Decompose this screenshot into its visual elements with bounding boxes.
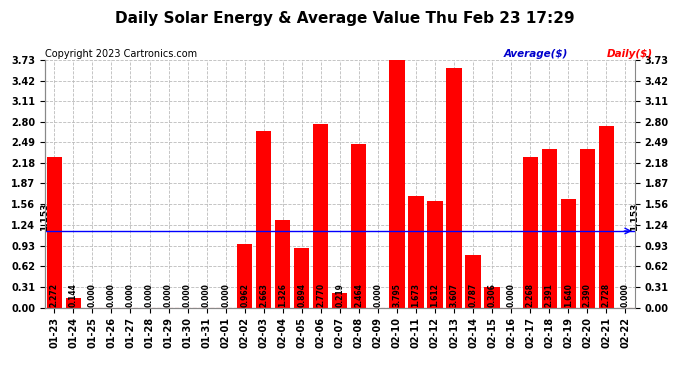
Bar (522, 157, 538, 308)
Text: 1.153: 1.153 (40, 202, 50, 231)
Bar (427, 201, 442, 308)
Text: 3.795: 3.795 (393, 283, 402, 307)
Text: 0.962: 0.962 (240, 283, 249, 307)
Bar (389, 56, 404, 308)
Text: Daily($): Daily($) (607, 49, 653, 59)
Text: 0.000: 0.000 (621, 283, 630, 307)
Text: 0.787: 0.787 (469, 283, 477, 307)
Text: 0.000: 0.000 (202, 283, 211, 307)
Text: 0.000: 0.000 (506, 283, 515, 307)
Bar (351, 144, 366, 308)
Text: 0.000: 0.000 (126, 283, 135, 307)
Text: 2.728: 2.728 (602, 283, 611, 307)
Text: 0.000: 0.000 (145, 283, 154, 307)
Text: 1.153: 1.153 (630, 202, 640, 231)
Bar (237, 244, 253, 308)
Text: 1.673: 1.673 (411, 283, 420, 307)
Text: 0.000: 0.000 (164, 283, 173, 307)
Bar (256, 131, 271, 308)
Text: 1.326: 1.326 (278, 283, 287, 307)
Bar (446, 68, 462, 308)
Bar (542, 149, 557, 308)
Bar (275, 219, 290, 308)
Text: 2.770: 2.770 (316, 283, 325, 307)
Text: 0.000: 0.000 (88, 283, 97, 307)
Text: 0.000: 0.000 (183, 283, 192, 307)
Text: 2.268: 2.268 (526, 283, 535, 307)
Text: 2.391: 2.391 (544, 283, 553, 307)
Text: 0.000: 0.000 (373, 283, 382, 307)
Text: Copyright 2023 Cartronics.com: Copyright 2023 Cartronics.com (45, 49, 197, 59)
Text: 0.894: 0.894 (297, 283, 306, 307)
Bar (484, 287, 500, 308)
Bar (66, 298, 81, 307)
Text: 0.000: 0.000 (107, 283, 116, 307)
Bar (560, 199, 575, 308)
Bar (313, 124, 328, 308)
Text: 2.272: 2.272 (50, 283, 59, 307)
Text: 0.306: 0.306 (488, 283, 497, 307)
Bar (294, 248, 309, 308)
Text: 2.663: 2.663 (259, 283, 268, 307)
Text: 0.219: 0.219 (335, 283, 344, 307)
Text: 0.000: 0.000 (221, 283, 230, 307)
Text: 3.607: 3.607 (449, 283, 459, 307)
Bar (332, 293, 348, 308)
Text: 2.390: 2.390 (583, 283, 592, 307)
Text: 1.612: 1.612 (431, 283, 440, 307)
Text: 0.144: 0.144 (69, 283, 78, 307)
Text: 2.464: 2.464 (355, 283, 364, 307)
Text: Daily Solar Energy & Average Value Thu Feb 23 17:29: Daily Solar Energy & Average Value Thu F… (115, 11, 575, 26)
Bar (580, 149, 595, 308)
Bar (47, 157, 62, 308)
Text: 1.640: 1.640 (564, 283, 573, 307)
Bar (466, 255, 481, 308)
Bar (408, 196, 424, 308)
Bar (599, 126, 614, 308)
Text: Average($): Average($) (504, 49, 568, 59)
